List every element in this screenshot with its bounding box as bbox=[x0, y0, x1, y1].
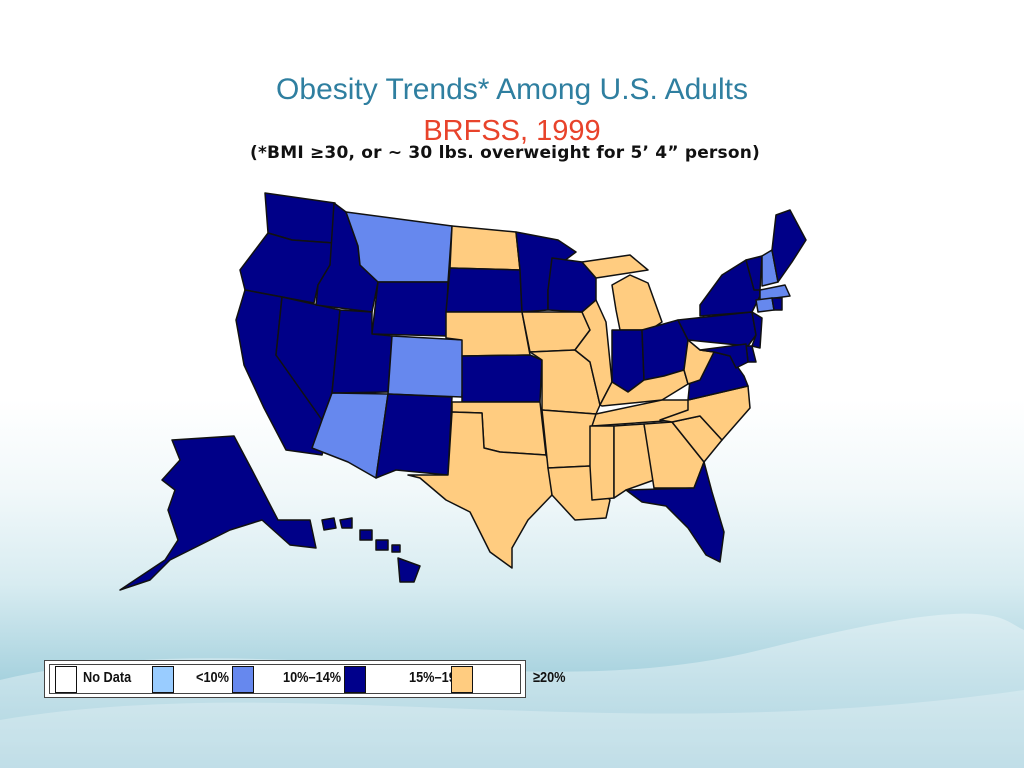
state-nj bbox=[751, 311, 763, 349]
state-nd bbox=[449, 225, 521, 271]
state-hi bbox=[321, 517, 421, 583]
legend-swatch-20-plus bbox=[451, 666, 473, 693]
legend-label-10-14: 10%–14% bbox=[283, 669, 342, 686]
state-ak bbox=[119, 435, 317, 591]
state-ms bbox=[589, 425, 615, 501]
slide-title: Obesity Trends* Among U.S. Adults bbox=[276, 73, 748, 106]
legend-label-20-plus: ≥20% bbox=[533, 669, 566, 686]
state-al bbox=[613, 423, 655, 499]
legend-swatch-10-14 bbox=[232, 666, 254, 693]
state-co bbox=[387, 335, 465, 398]
legend-label-under-10: <10% bbox=[196, 669, 229, 686]
legend-label-no-data: No Data bbox=[83, 669, 132, 686]
state-fl bbox=[625, 461, 725, 563]
state-ri bbox=[771, 297, 783, 311]
state-ct bbox=[755, 297, 775, 313]
state-ma bbox=[759, 284, 791, 301]
state-ky bbox=[599, 369, 689, 407]
state-nm bbox=[375, 393, 453, 479]
map-legend: No Data <10% 10%–14% 15%–19% ≥20% bbox=[44, 660, 566, 698]
state-wy bbox=[371, 281, 449, 337]
state-md bbox=[699, 343, 749, 369]
legend-inner-border bbox=[49, 664, 521, 694]
slide-subtitle: BRFSS, 1999 bbox=[423, 115, 601, 147]
state-sd bbox=[445, 267, 523, 313]
legend-swatch-under-10 bbox=[152, 666, 174, 693]
state-tx bbox=[407, 411, 553, 569]
state-nc bbox=[659, 385, 751, 441]
legend-swatch-no-data bbox=[55, 666, 77, 693]
state-pa bbox=[677, 311, 757, 347]
state-ar bbox=[541, 409, 597, 469]
state-me bbox=[771, 209, 807, 283]
state-ks bbox=[461, 354, 543, 403]
legend-swatch-15-19 bbox=[344, 666, 366, 693]
bmi-footnote: (*BMI ≥30, or ~ 30 lbs. overweight for 5… bbox=[250, 143, 760, 163]
